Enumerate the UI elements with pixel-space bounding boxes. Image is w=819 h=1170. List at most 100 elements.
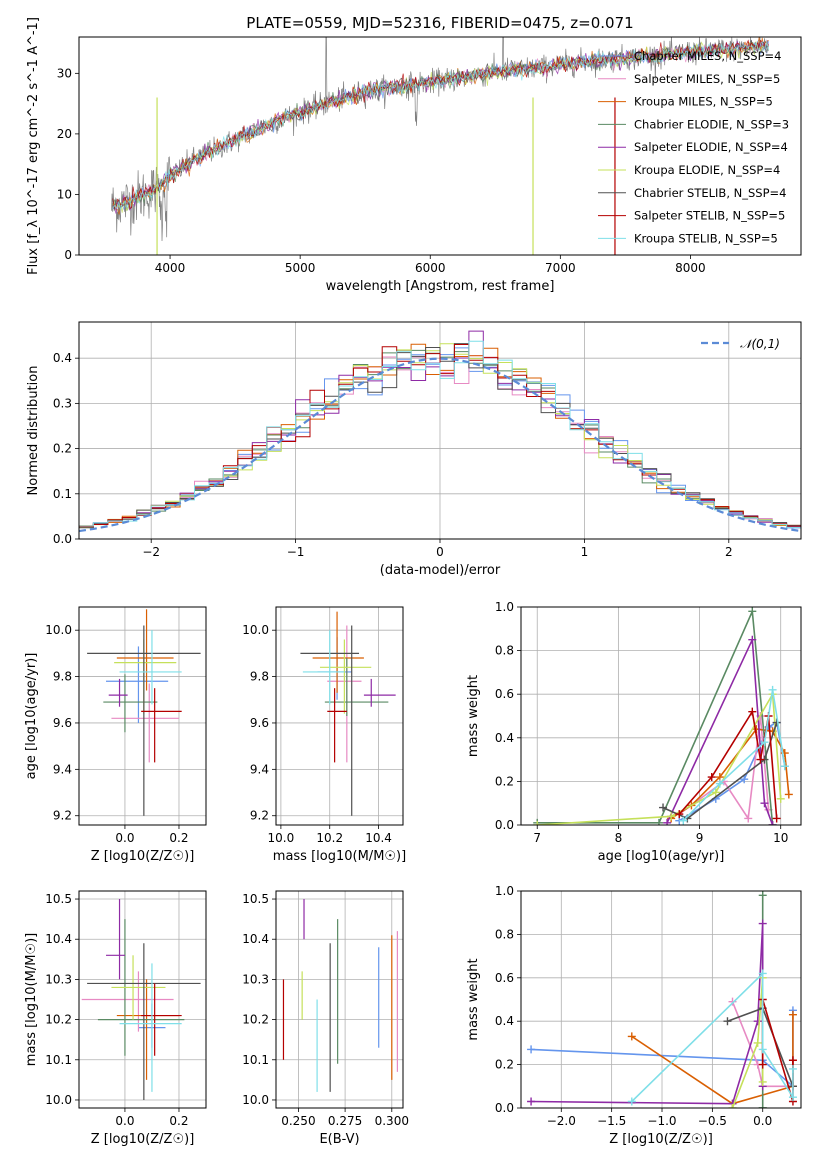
massweight-line	[678, 709, 778, 819]
y-axis-label: age [log10(age/yr)]	[24, 653, 39, 780]
axes-frame	[78, 321, 802, 540]
massweight-marker	[663, 818, 672, 825]
y-tick-label: 0.4	[53, 351, 72, 365]
massweight-marker	[748, 635, 757, 644]
massweight-marker	[711, 788, 720, 797]
y-tick-label: 10.2	[45, 1013, 72, 1027]
y-tick-label: 10.0	[45, 1093, 72, 1107]
massweight-marker	[758, 919, 767, 928]
y-tick-label: 9.2	[250, 809, 269, 823]
massweight-marker	[659, 803, 668, 812]
x-axis-label: Z [log10(Z/Z☉)]	[91, 1132, 195, 1147]
y-tick-label: 1.0	[495, 600, 514, 614]
axes-frame	[78, 606, 207, 826]
y-tick-label: 10.4	[242, 932, 269, 946]
axes-frame	[78, 890, 207, 1109]
massweight-marker	[527, 1097, 536, 1106]
y-tick-label: 0.2	[495, 1058, 514, 1072]
y-tick-label: 0.3	[53, 396, 72, 410]
massweight-marker	[748, 707, 757, 716]
x-axis-label: wavelength [Angstrom, rest frame]	[326, 279, 555, 294]
massweight-marker	[788, 1010, 797, 1019]
axes-frame	[78, 36, 802, 256]
errorbar-point	[141, 688, 182, 763]
massweight-marker	[768, 685, 777, 694]
spectrum-plot-area	[111, 37, 769, 255]
y-tick-label: 9.2	[53, 809, 72, 823]
x-tick-label: 10	[773, 831, 788, 845]
y-tick-label: 0.8	[495, 644, 514, 658]
massweight-marker	[723, 1017, 732, 1026]
y-axis-label: mass weight	[466, 675, 481, 757]
y-tick-label: 10.5	[242, 892, 269, 906]
age-vs-Z-plot-area	[79, 607, 206, 825]
legend-label: Chabrier ELODIE, N_SSP=3	[634, 117, 789, 131]
axes-frame	[520, 606, 802, 826]
axes-frame	[520, 890, 802, 1109]
x-tick-label: −2	[142, 545, 160, 559]
massweight-marker	[728, 997, 737, 1006]
massweight-marker	[784, 790, 793, 799]
y-tick-label: 0.8	[495, 927, 514, 941]
legend-label: Kroupa MILES, N_SSP=5	[634, 95, 773, 109]
y-tick-label: 9.8	[53, 670, 72, 684]
residuals-plot-area	[79, 322, 801, 539]
massweight-marker	[753, 1038, 762, 1047]
y-tick-label: 9.4	[53, 762, 72, 776]
x-tick-label: 6000	[415, 261, 446, 275]
massweight-marker	[753, 1017, 762, 1026]
spectrum-model-line	[112, 39, 769, 209]
y-tick-label: 0.6	[495, 971, 514, 985]
errorbar-point	[87, 943, 201, 1100]
errorbar-point	[87, 625, 201, 816]
y-axis-label: Flux [f_λ 10^-17 erg cm^-2 s^-1 A^-1]	[26, 17, 41, 275]
residual-histogram	[79, 340, 801, 530]
y-tick-label: 10.0	[242, 1093, 269, 1107]
x-tick-label: −1	[287, 545, 305, 559]
x-tick-label: 0.2	[169, 831, 188, 845]
massweight-marker	[788, 1093, 797, 1102]
errorbar-point	[116, 979, 179, 1080]
x-tick-label: 2	[725, 545, 733, 559]
massweight-marker	[740, 775, 749, 784]
massweight-marker	[744, 814, 753, 823]
figure-title: PLATE=0559, MJD=52316, FIBERID=0475, z=0…	[246, 14, 633, 32]
errorbar-point	[111, 683, 179, 763]
age-vs-Z-axes: 0.0 0.2 9.2 9.4 9.6 9.8 10.0 Z [log10(Z/Z☉)] age…	[24, 606, 207, 864]
massweight-marker	[758, 1104, 767, 1108]
massweight-marker	[728, 1104, 737, 1108]
x-tick-label: 0.300	[375, 1114, 409, 1128]
massweight-vs-Z-axes: −2.0 −1.5 −1.0 −0.5 0.0 0.0 0.2 0.4 0.6 0.8 1.0 Z […	[466, 884, 802, 1147]
massweight-line	[537, 608, 774, 825]
massweight-marker	[627, 1097, 636, 1106]
massweight-marker	[780, 762, 789, 771]
massweight-marker	[527, 1045, 536, 1054]
age-vs-mass-axes: 10.0 10.2 10.4 9.2 9.4 9.6 9.8 10.0 mass [log10(…	[242, 606, 406, 864]
normal-reference-curve	[79, 357, 801, 533]
y-tick-label: 10.1	[242, 1053, 269, 1067]
massweight-vs-age-axes: 7 8 9 10 0.0 0.2 0.4 0.6 0.8 1.0 age [log10(age/yr…	[466, 600, 802, 864]
massweight-marker	[760, 738, 769, 747]
spectrum-model-line	[112, 40, 769, 210]
y-tick-label: 10.3	[45, 972, 72, 986]
massweight-marker	[776, 794, 785, 803]
x-tick-label: 7	[533, 831, 541, 845]
y-tick-label: 9.4	[250, 762, 269, 776]
errorbar-point	[302, 630, 345, 705]
massweight-marker	[758, 969, 767, 978]
massweight-line	[731, 1001, 793, 1088]
legend-label: Salpeter ELODIE, N_SSP=4	[634, 140, 788, 154]
massweight-marker	[758, 1060, 767, 1069]
errorbar-point	[106, 899, 125, 980]
legend-label: Chabrier MILES, N_SSP=4	[634, 49, 781, 63]
y-tick-label: 0.0	[53, 532, 72, 546]
y-tick-label: 30	[57, 66, 72, 80]
y-tick-label: 10.3	[242, 972, 269, 986]
y-tick-label: 10.0	[242, 623, 269, 637]
x-tick-label: 0.0	[753, 1114, 772, 1128]
x-tick-label: 9	[696, 831, 704, 845]
errorbar-point	[116, 609, 174, 691]
y-tick-label: 0.1	[53, 487, 72, 501]
x-tick-label: 10.0	[268, 831, 295, 845]
